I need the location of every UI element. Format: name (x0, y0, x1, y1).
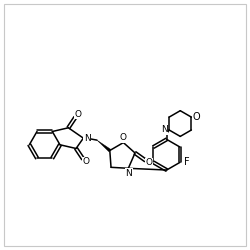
Text: N: N (161, 126, 168, 134)
Text: O: O (146, 158, 152, 167)
Text: O: O (75, 110, 82, 119)
Text: N: N (126, 169, 132, 178)
Text: O: O (82, 157, 89, 166)
Text: N: N (84, 134, 90, 143)
Text: F: F (184, 157, 190, 167)
Polygon shape (97, 140, 111, 152)
Text: O: O (192, 112, 200, 122)
Text: O: O (120, 133, 127, 142)
Bar (4, 4, 246, 246)
